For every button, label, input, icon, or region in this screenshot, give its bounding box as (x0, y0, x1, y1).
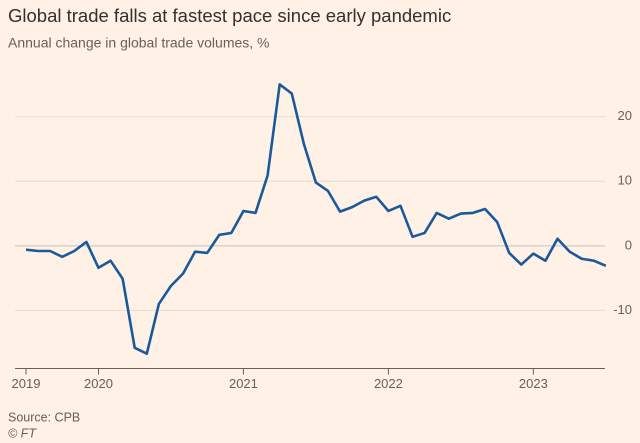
credit: © FT (8, 426, 37, 440)
chart-title: Global trade falls at fastest pace since… (8, 5, 451, 26)
line (25, 83, 607, 355)
x-tick-label: 2021 (229, 376, 258, 391)
y-tick-label: 20 (618, 108, 632, 123)
y-tick-label: -10 (613, 302, 632, 317)
y-tick-label: 10 (618, 173, 632, 188)
source: Source: CPB (8, 410, 80, 424)
x-tick-label: 2020 (84, 376, 113, 391)
chart-subtitle: Annual change in global trade volumes, % (8, 35, 270, 51)
y-tick-label: 0 (625, 237, 632, 252)
x-tick-label: 2023 (519, 376, 548, 391)
x-tick-label: 2022 (374, 376, 403, 391)
x-tick-label: 2019 (12, 376, 41, 391)
